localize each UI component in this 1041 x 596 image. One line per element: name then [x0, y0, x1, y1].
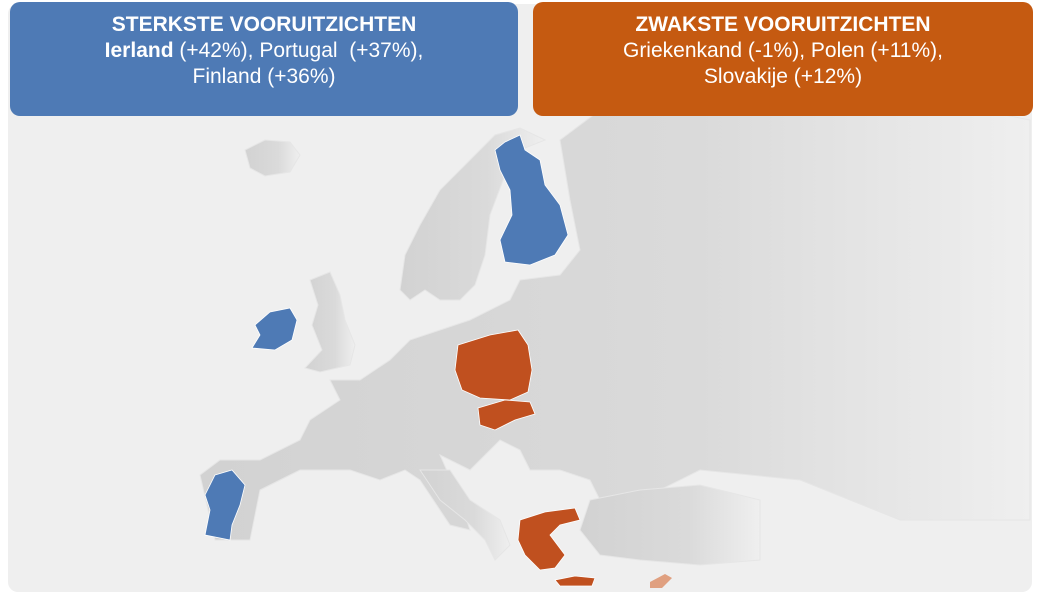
- weakest-box: ZWAKSTE VOORUITZICHTEN Griekenkand (-1%)…: [533, 2, 1033, 116]
- box-line: Ierland (+42%), Portugal (+37%),: [10, 38, 518, 64]
- poland: [454, 329, 533, 401]
- greece: [517, 507, 581, 571]
- ireland: [251, 307, 298, 351]
- portugal: [204, 469, 246, 541]
- crete: [554, 575, 596, 587]
- box-title: STERKSTE VOORUITZICHTEN: [111, 13, 417, 36]
- strongest-box: STERKSTE VOORUITZICHTEN Ierland (+42%), …: [10, 2, 518, 116]
- slovakia: [477, 399, 536, 431]
- box-text: (+42%), Portugal (+37%),: [173, 39, 424, 62]
- land: [199, 94, 1031, 566]
- finland: [494, 134, 569, 266]
- box-line: Finland (+36%): [192, 65, 336, 88]
- cyprus: [650, 574, 672, 588]
- weak-countries: [454, 329, 596, 587]
- box-title: ZWAKSTE VOORUITZICHTEN: [635, 13, 931, 36]
- box-line: Slovakije (+12%): [703, 65, 863, 88]
- box-line: Griekenkand (-1%), Polen (+11%),: [622, 39, 943, 62]
- strong-countries: [204, 134, 569, 541]
- country-name: Ierland: [104, 39, 174, 62]
